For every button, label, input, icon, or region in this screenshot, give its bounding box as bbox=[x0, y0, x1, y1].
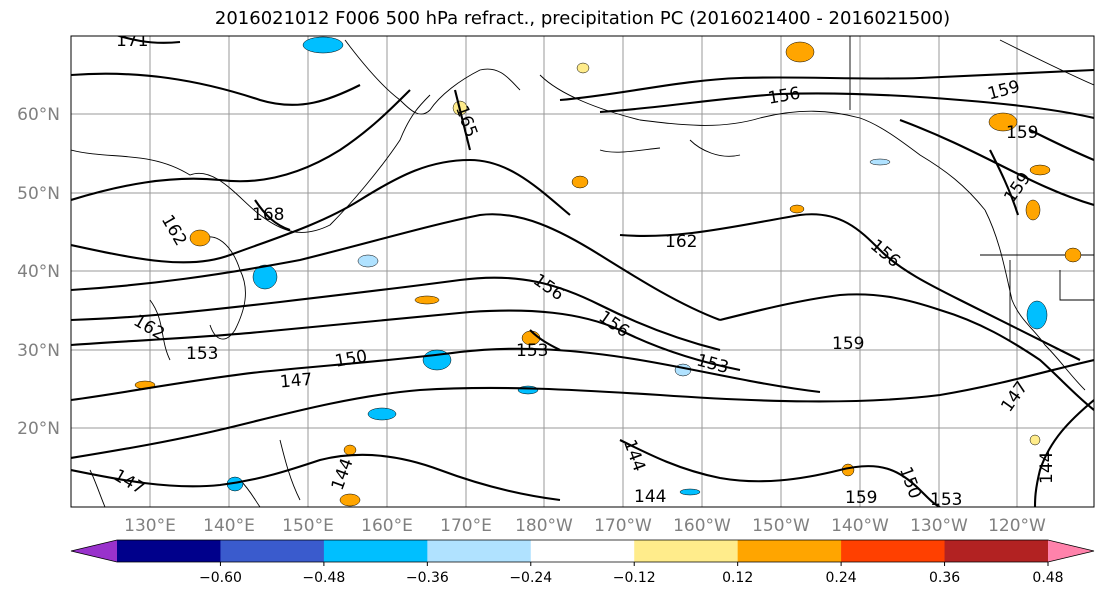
gridlines bbox=[71, 36, 1094, 507]
lon-label: 150°W bbox=[752, 516, 810, 536]
lon-label: 180°W bbox=[515, 516, 573, 536]
lon-label: 140°W bbox=[831, 516, 889, 536]
lat-label: 50°N bbox=[17, 184, 60, 204]
plot-frame bbox=[70, 35, 1095, 508]
lon-label: 120°W bbox=[988, 516, 1046, 536]
lat-label: 40°N bbox=[17, 262, 60, 282]
lat-label: 30°N bbox=[17, 341, 60, 361]
contour-label: 147 bbox=[279, 370, 313, 393]
colorbar-swatch bbox=[220, 540, 325, 562]
colorbar-swatch bbox=[530, 540, 635, 562]
lon-label: 140°E bbox=[203, 516, 255, 536]
lon-label: 170°E bbox=[440, 516, 492, 536]
colorbar-swatch bbox=[841, 540, 946, 562]
colorbar-tick-label: −0.12 bbox=[613, 570, 656, 586]
colorbar-extend-high bbox=[1048, 540, 1094, 562]
colorbar-tick-label: −0.48 bbox=[302, 570, 345, 586]
lon-label: 150°E bbox=[282, 516, 334, 536]
contour-label: 159 bbox=[845, 488, 877, 508]
colorbar-tick-label: 0.36 bbox=[929, 570, 960, 586]
precip-positive bbox=[134, 41, 1082, 507]
lon-label: 130°W bbox=[910, 516, 968, 536]
colorbar-swatch bbox=[323, 540, 428, 562]
refractivity-contours bbox=[71, 36, 1094, 507]
contour-label: 171 bbox=[116, 31, 148, 51]
lat-label: 20°N bbox=[17, 419, 60, 439]
colorbar-swatch bbox=[117, 540, 221, 562]
contour-label: 144 bbox=[1037, 452, 1057, 484]
contour-label: 168 bbox=[252, 205, 284, 225]
lon-label: 160°W bbox=[673, 516, 731, 536]
colorbar-tick-label: −0.60 bbox=[199, 570, 242, 586]
map-title: 2016021012 F006 500 hPa refract., precip… bbox=[214, 8, 951, 29]
contour-label: 159 bbox=[1006, 123, 1038, 143]
colorbar-swatch bbox=[737, 540, 842, 562]
contour-label: 153 bbox=[930, 490, 962, 510]
longitude-labels: 130°E 140°E 150°E 160°E 170°E 180°W 170°… bbox=[124, 516, 1046, 536]
colorbar-outline bbox=[70, 539, 1095, 563]
coastlines bbox=[71, 36, 1094, 507]
colorbar-tick-label: 0.48 bbox=[1032, 570, 1063, 586]
lon-label: 130°E bbox=[124, 516, 176, 536]
colorbar: −0.60 −0.48 −0.36 −0.24 −0.12 0.12 0.24 0.36 0.4… bbox=[70, 539, 1095, 586]
lat-label: 60°N bbox=[17, 105, 60, 125]
lon-label: 160°E bbox=[361, 516, 413, 536]
contour-label: 153 bbox=[186, 344, 218, 364]
colorbar-swatch bbox=[944, 540, 1049, 562]
colorbar-tick-label: −0.36 bbox=[406, 570, 449, 586]
contour-label: 162 bbox=[665, 232, 697, 252]
contour-label: 153 bbox=[516, 341, 548, 361]
colorbar-swatch bbox=[634, 540, 739, 562]
contour-label: 159 bbox=[832, 334, 864, 354]
colorbar-tick-label: 0.12 bbox=[722, 570, 753, 586]
lon-label: 170°W bbox=[594, 516, 652, 536]
colorbar-tick-label: −0.24 bbox=[509, 570, 552, 586]
colorbar-extend-low bbox=[71, 540, 117, 562]
colorbar-tick-label: 0.24 bbox=[826, 570, 857, 586]
contour-label: 144 bbox=[634, 487, 666, 507]
latitude-labels: 20°N 30°N 40°N 50°N 60°N bbox=[17, 105, 60, 439]
colorbar-swatch bbox=[427, 540, 532, 562]
